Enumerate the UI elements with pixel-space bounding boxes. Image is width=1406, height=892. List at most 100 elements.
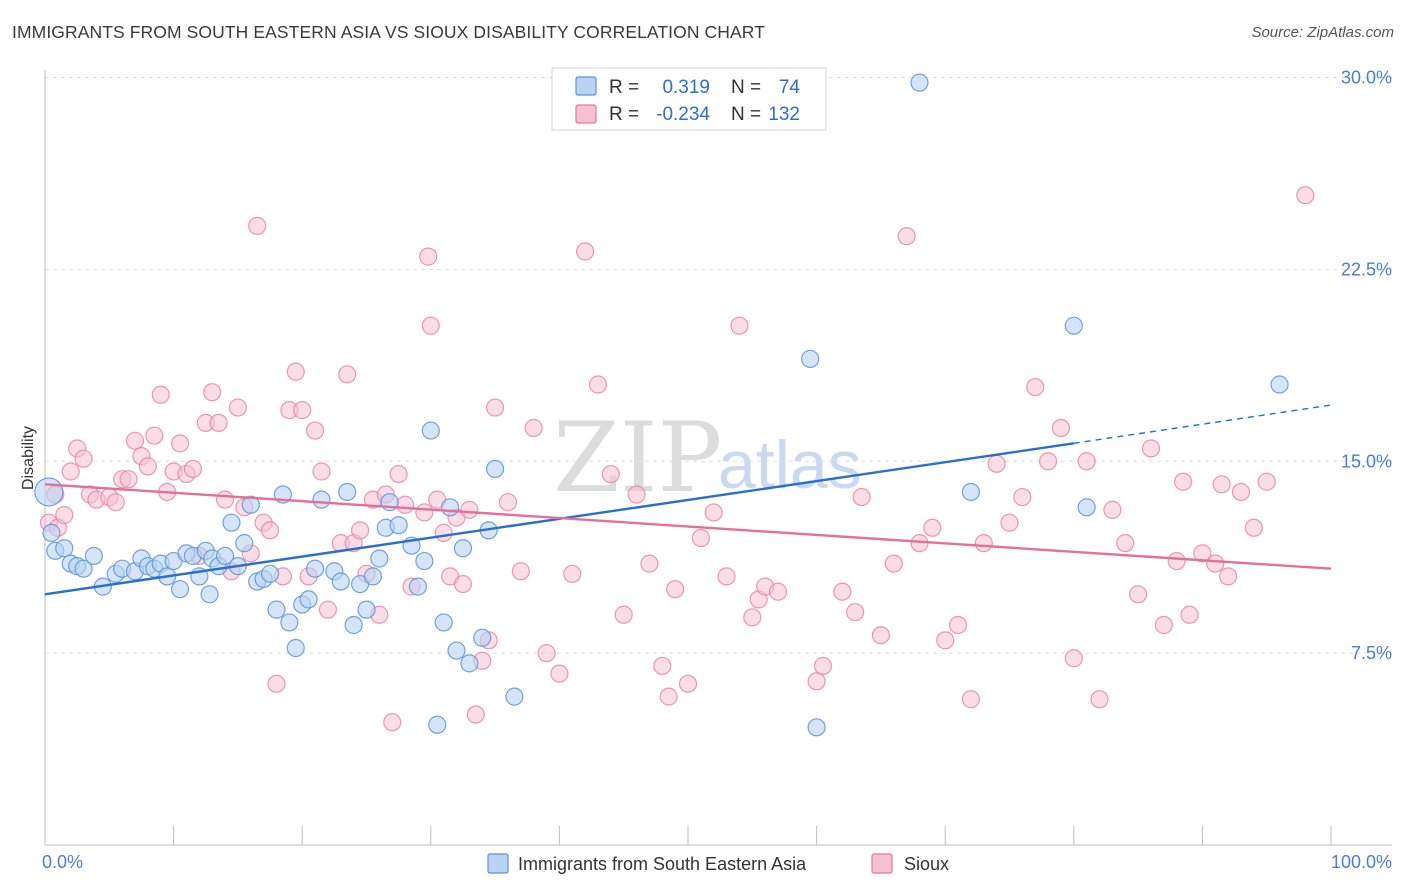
sioux-point bbox=[601, 464, 620, 484]
sioux-point bbox=[228, 398, 247, 417]
sioux-point bbox=[498, 493, 518, 512]
sioux-point bbox=[170, 434, 190, 453]
sioux-point bbox=[576, 242, 595, 261]
sioux-point bbox=[1000, 513, 1019, 532]
sioux-point bbox=[1212, 475, 1231, 494]
sioux-point bbox=[55, 505, 74, 525]
chart-source: Source: ZipAtlas.com bbox=[1251, 24, 1394, 41]
sioux-point bbox=[1128, 585, 1148, 604]
sioux-point bbox=[1038, 452, 1058, 471]
sioux-point bbox=[318, 600, 338, 619]
sioux-point bbox=[1296, 186, 1315, 205]
stats-legend: R = 0.319 N = 74 R = -0.234 N = 132 bbox=[551, 67, 827, 131]
sioux-point bbox=[730, 316, 749, 335]
sea-point bbox=[357, 600, 376, 619]
sea-point bbox=[170, 580, 190, 599]
sea-point bbox=[331, 572, 350, 591]
sea-point bbox=[1077, 498, 1096, 517]
sea-point bbox=[299, 590, 318, 609]
sea-point bbox=[505, 687, 524, 706]
sioux-point bbox=[151, 385, 170, 404]
sioux-point bbox=[106, 493, 125, 512]
sioux-point bbox=[807, 672, 826, 691]
sea-point bbox=[42, 523, 61, 542]
sioux-point bbox=[119, 470, 138, 489]
sioux-point bbox=[389, 464, 408, 484]
sioux-point bbox=[640, 554, 659, 573]
sioux-point bbox=[350, 521, 370, 540]
sioux-point bbox=[183, 459, 202, 479]
sioux-point bbox=[383, 713, 402, 732]
series-legend: Immigrants from South Eastern Asia Sioux bbox=[487, 853, 949, 874]
legend-n-value-pink: 132 bbox=[768, 104, 800, 125]
legend-n-label-pink: N = bbox=[731, 104, 761, 125]
sioux-point bbox=[614, 605, 633, 624]
sea-point bbox=[473, 628, 492, 647]
sioux-point bbox=[1174, 472, 1193, 491]
sioux-point bbox=[871, 626, 891, 645]
x-tick-label-min: 0.0% bbox=[42, 852, 83, 872]
legend-n-value-blue: 74 bbox=[779, 77, 801, 98]
sea-point bbox=[440, 498, 460, 517]
gridlines bbox=[45, 77, 1392, 654]
sea-point bbox=[453, 539, 473, 558]
sioux-point bbox=[768, 582, 788, 601]
sea-point bbox=[338, 482, 357, 502]
sea-point bbox=[344, 615, 363, 635]
legend-swatch-pink bbox=[575, 104, 597, 124]
y-tick-label: 22.5% bbox=[1341, 259, 1392, 279]
sioux-point bbox=[923, 518, 942, 537]
legend-n-label-blue: N = bbox=[731, 77, 761, 98]
sea-point bbox=[415, 551, 434, 571]
sioux-point bbox=[421, 316, 440, 335]
sea-point bbox=[280, 613, 299, 632]
sioux-point bbox=[460, 500, 479, 519]
sea-point bbox=[55, 539, 74, 558]
sioux-point bbox=[691, 528, 710, 548]
sioux-point bbox=[466, 705, 485, 724]
legend-r-label-blue: R = bbox=[609, 77, 639, 98]
sea-point bbox=[267, 600, 286, 619]
y-axis-title: Disability bbox=[20, 426, 37, 490]
y-axis-labels: 7.5% 15.0% 22.5% 30.0% bbox=[1341, 68, 1392, 664]
sea-point bbox=[389, 516, 408, 535]
sioux-point bbox=[286, 362, 305, 381]
sioux-point bbox=[1013, 487, 1032, 507]
sioux-point bbox=[1141, 439, 1161, 458]
sioux-point bbox=[852, 487, 871, 507]
sioux-point bbox=[1090, 690, 1109, 709]
sea-point bbox=[286, 638, 305, 658]
sioux-point bbox=[659, 687, 678, 706]
sea-point bbox=[260, 564, 280, 583]
sea-point bbox=[74, 559, 93, 578]
sioux-point bbox=[511, 562, 530, 581]
legend-swatch-blue bbox=[575, 76, 597, 96]
sioux-point bbox=[1167, 551, 1186, 571]
sea-point bbox=[34, 477, 64, 507]
sea-point bbox=[961, 482, 981, 502]
sioux-point bbox=[215, 490, 235, 509]
sioux-points bbox=[39, 186, 1315, 732]
sioux-point bbox=[1231, 482, 1251, 502]
series-legend-swatch-blue bbox=[487, 853, 509, 874]
sioux-point bbox=[717, 567, 736, 586]
sea-point bbox=[84, 546, 103, 566]
sea-point bbox=[1064, 316, 1083, 335]
sioux-point bbox=[312, 462, 331, 481]
sioux-point bbox=[293, 401, 312, 420]
sioux-point bbox=[434, 523, 453, 542]
sea-point bbox=[305, 559, 325, 578]
sea-point bbox=[807, 718, 826, 737]
sea-point bbox=[200, 585, 219, 604]
sioux-point bbox=[61, 462, 80, 481]
sioux-point bbox=[1244, 518, 1263, 537]
sioux-point bbox=[1051, 418, 1071, 438]
sioux-point bbox=[884, 554, 903, 573]
sioux-point bbox=[453, 574, 473, 594]
sioux-point bbox=[550, 664, 569, 683]
sioux-point bbox=[419, 247, 438, 266]
sea-point bbox=[434, 613, 453, 632]
x-axis-ticks bbox=[173, 826, 1332, 845]
chart-title: IMMIGRANTS FROM SOUTH EASTERN ASIA VS SI… bbox=[12, 22, 766, 42]
